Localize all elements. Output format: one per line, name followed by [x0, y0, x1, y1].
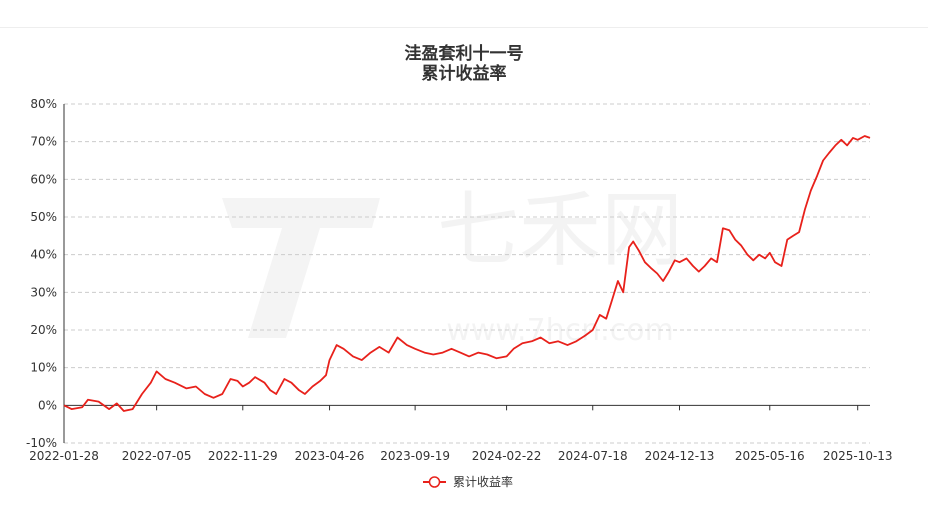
x-tick-label: 2025-05-16: [735, 449, 805, 463]
watermark-logo-icon: [222, 198, 380, 338]
legend[interactable]: 累计收益率: [423, 474, 513, 489]
x-tick-label: 2022-11-29: [208, 449, 278, 463]
y-tick-label: 80%: [30, 97, 57, 111]
y-tick-label: 60%: [30, 172, 57, 186]
y-tick-label: 20%: [30, 323, 57, 337]
x-tick-label: 2024-12-13: [645, 449, 715, 463]
chart-title: 洼盈套利十一号: [404, 44, 524, 64]
x-tick-label: 2024-02-22: [472, 449, 542, 463]
x-tick-label: 2023-04-26: [295, 449, 365, 463]
y-tick-label: -10%: [26, 436, 57, 450]
y-tick-label: 50%: [30, 210, 57, 224]
legend-marker-icon: [428, 476, 441, 488]
x-tick-label: 2025-10-13: [823, 449, 893, 463]
grid: [64, 103, 870, 444]
y-tick-label: 30%: [30, 285, 57, 299]
x-tick-label: 2023-09-19: [380, 449, 450, 463]
y-tick-label: 40%: [30, 248, 57, 262]
x-tick-label: 2022-07-05: [122, 449, 192, 463]
chart-subtitle: 累计收益率: [421, 64, 507, 84]
top-divider: [0, 27, 928, 28]
series-line: [63, 135, 871, 412]
series: [63, 135, 871, 412]
watermark-text: 七禾网: [437, 183, 683, 278]
watermark: 七禾网 www.7hcn.com: [222, 183, 683, 348]
chart-title-block: 洼盈套利十一号 累计收益率: [0, 44, 928, 84]
y-tick-label: 70%: [30, 135, 57, 149]
y-tick-label: 10%: [30, 361, 57, 375]
x-tick-label: 2024-07-18: [558, 449, 628, 463]
x-tick-label: 2022-01-28: [29, 449, 99, 463]
y-tick-label: 0%: [38, 398, 57, 412]
axes: -10% 0% 10% 20% 30% 40% 50% 60% 70% 80% 2022-01-28…: [26, 97, 893, 463]
legend-label: 累计收益率: [453, 474, 513, 489]
